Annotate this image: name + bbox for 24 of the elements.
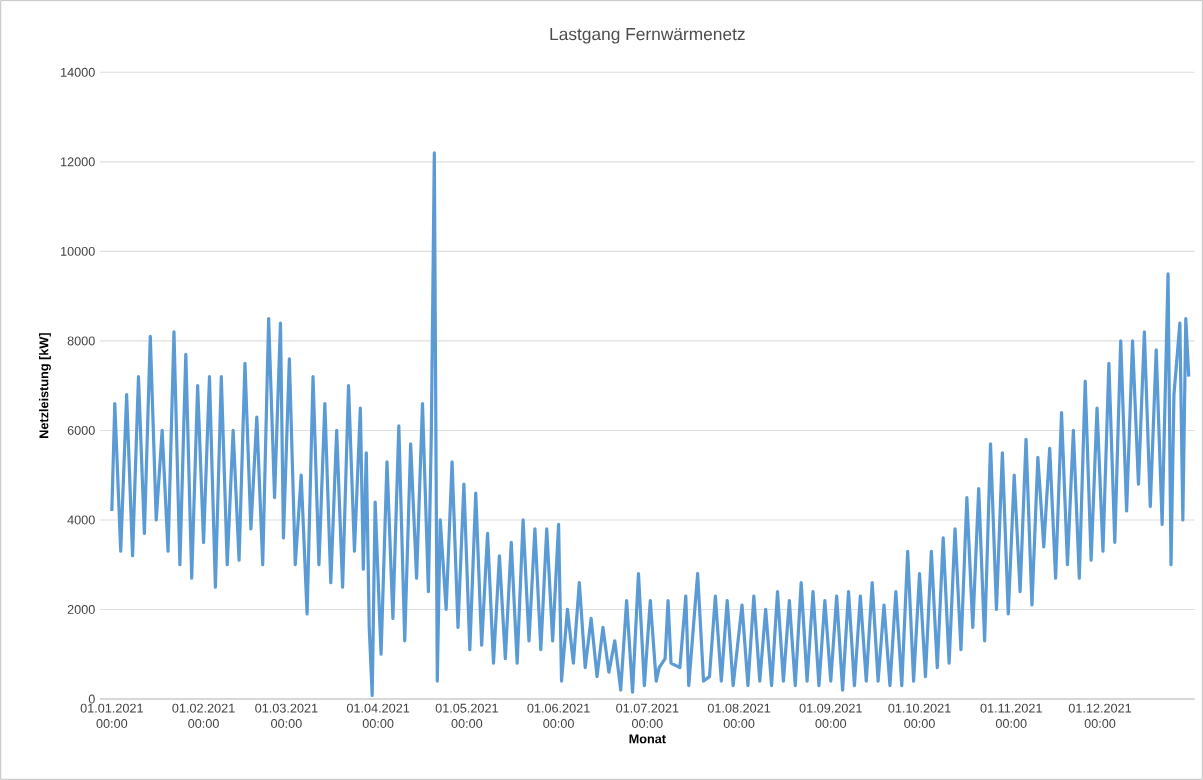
chart-title: Lastgang Fernwärmenetz	[550, 28, 745, 44]
x-axis-title: Monat	[629, 734, 666, 744]
y-tick-label: 10000	[61, 246, 95, 256]
y-tick-label: 6000	[67, 425, 95, 435]
x-tick-label: 01.01.2021 00:00	[80, 703, 143, 728]
x-tick-label: 01.10.2021 00:00	[888, 703, 951, 728]
y-tick-label: 14000	[61, 67, 95, 77]
y-tick-label: 0	[88, 694, 95, 704]
x-tick-label: 01.06.2021 00:00	[527, 703, 590, 728]
x-tick-label: 01.03.2021 00:00	[255, 703, 318, 728]
x-tick-label: 01.09.2021 00:00	[799, 703, 862, 728]
x-tick-label: 01.02.2021 00:00	[172, 703, 235, 728]
y-axis-title: Netzleistung [kW]	[39, 333, 51, 438]
x-tick-label: 01.04.2021 00:00	[346, 703, 410, 728]
y-tick-label: 12000	[61, 157, 95, 167]
x-tick-label: 01.12.2021 00:00	[1068, 703, 1132, 728]
x-tick-label: 01.08.2021 00:00	[707, 703, 771, 728]
y-tick-label: 2000	[67, 604, 95, 614]
y-tick-label: 8000	[67, 336, 95, 346]
x-tick-label: 01.07.2021 00:00	[616, 703, 679, 728]
x-tick-label: 01.05.2021 00:00	[435, 703, 498, 728]
line-series	[110, 151, 1191, 698]
y-tick-label: 4000	[67, 515, 95, 525]
x-tick-label: 01.11.2021 00:00	[980, 703, 1042, 728]
